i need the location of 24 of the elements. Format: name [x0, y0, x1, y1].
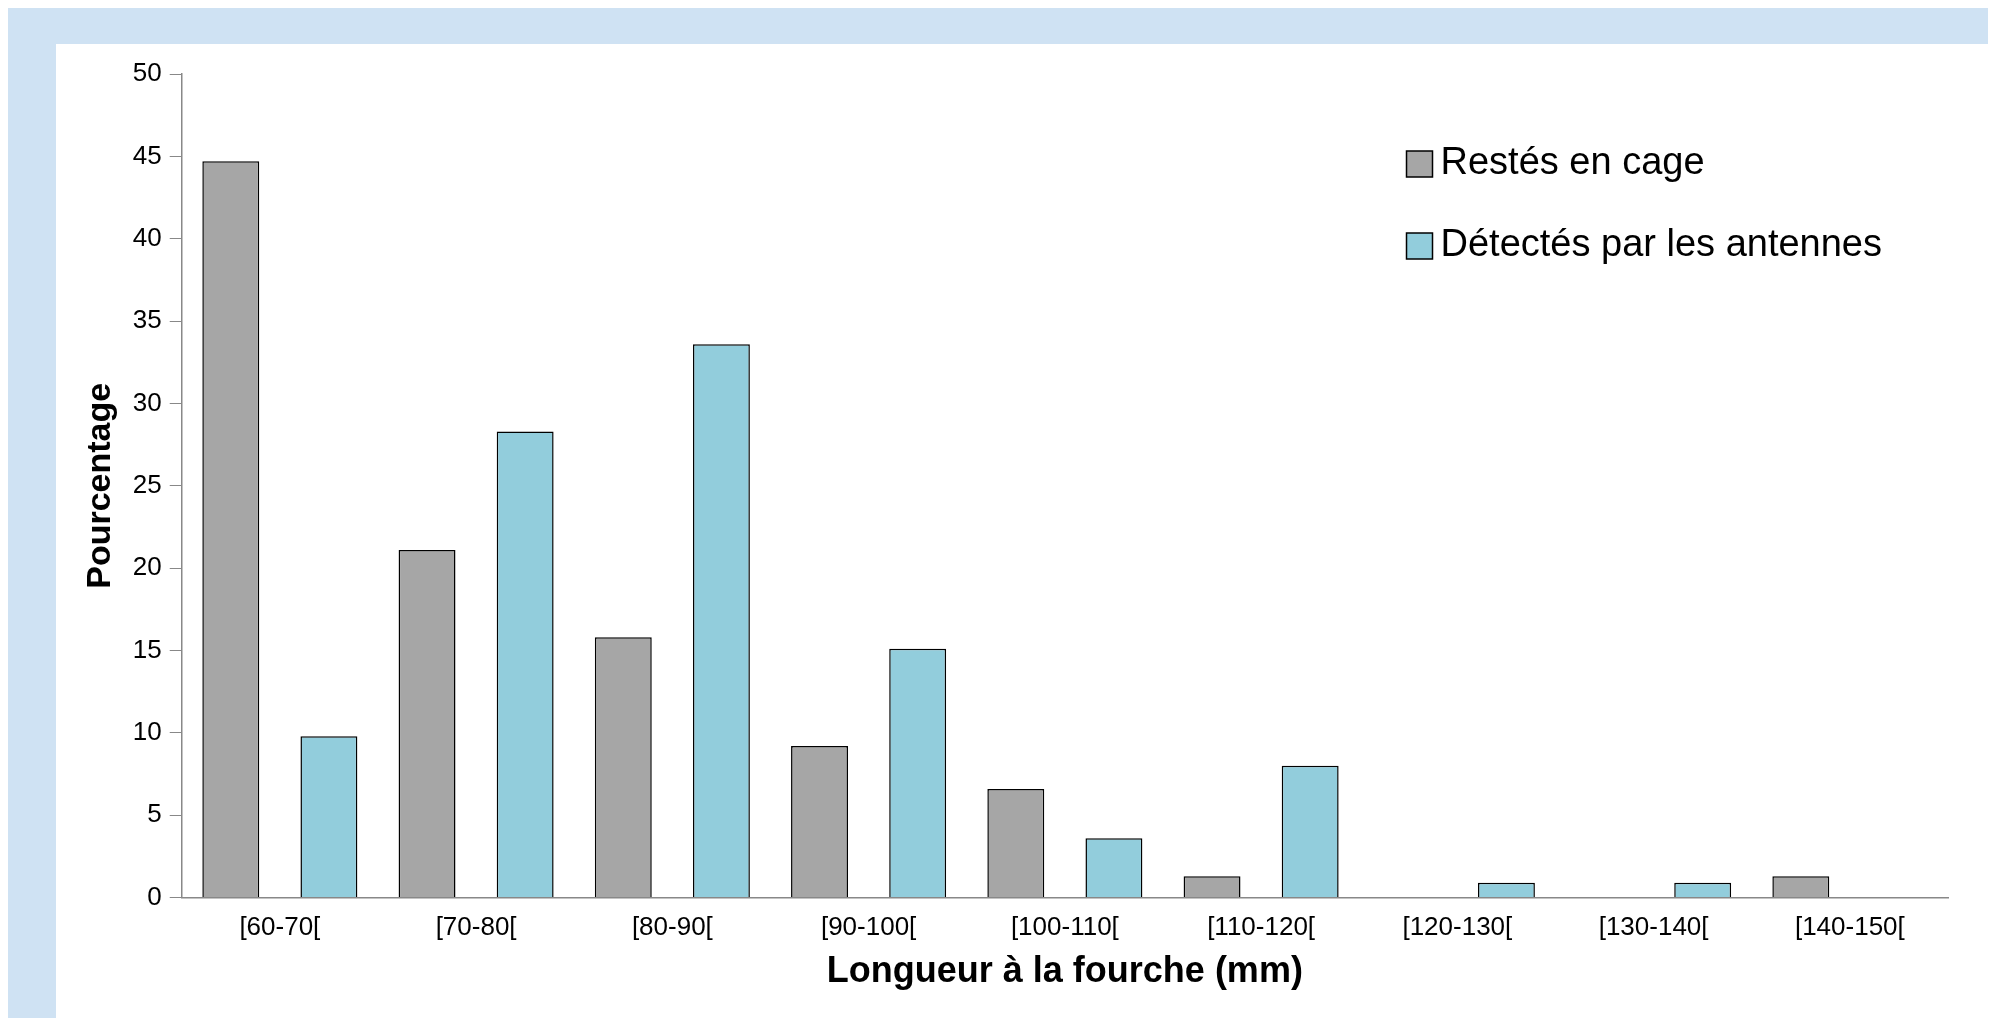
y-tick-label: 45 — [132, 139, 162, 170]
x-tick-label: [70-80[ — [435, 911, 518, 942]
y-tick-label: 50 — [132, 57, 162, 88]
y-axis-title: Pourcentage — [78, 382, 117, 589]
y-tick-label: 10 — [132, 716, 162, 747]
y-tick-label: 15 — [132, 633, 162, 664]
x-tick-label: [140-150[ — [1794, 911, 1906, 942]
x-tick-label: [90-100[ — [820, 911, 918, 942]
y-tick-label: 20 — [132, 551, 162, 582]
x-tick-label: [130-140[ — [1598, 911, 1710, 942]
x-tick-label: [120-130[ — [1402, 911, 1514, 942]
x-axis-title: Longueur à la fourche (mm) — [826, 949, 1303, 991]
legend-label: Restés en cage — [1440, 140, 1705, 183]
x-tick-label: [60-70[ — [239, 911, 322, 942]
legend-label: Détectés par les antennes — [1440, 222, 1883, 265]
y-tick-label: 5 — [147, 798, 162, 829]
y-tick-label: 30 — [132, 386, 162, 417]
x-tick-label: [110-120[ — [1207, 911, 1316, 942]
y-tick-label: 35 — [132, 304, 162, 335]
x-tick-label: [100-110[ — [1010, 911, 1120, 942]
y-tick-label: 40 — [132, 221, 162, 252]
y-tick-label: 0 — [147, 880, 162, 911]
y-tick-label: 25 — [132, 468, 162, 499]
x-tick-label: [80-90[ — [631, 911, 714, 942]
